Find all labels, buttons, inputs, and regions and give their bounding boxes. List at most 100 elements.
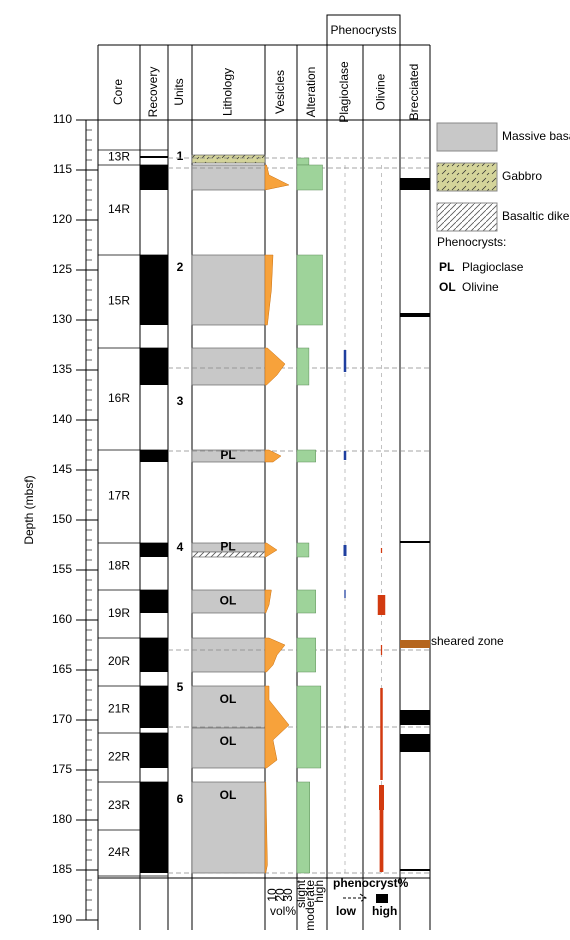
vesicle-profile: [264, 637, 286, 673]
brecciated: [400, 178, 430, 190]
tick-label: 135: [52, 362, 72, 376]
key-unit: vol%: [270, 904, 296, 918]
key-box: [376, 894, 388, 903]
alteration: [296, 542, 310, 558]
lithology-block: [191, 347, 266, 386]
recovery: [140, 830, 168, 873]
recovery: [140, 638, 168, 672]
core-name: 22R: [108, 750, 130, 764]
plagioclase-abundance: [344, 590, 346, 598]
tick-label: 185: [52, 862, 72, 876]
tick-label: 120: [52, 212, 72, 226]
annotation: sheared zone: [431, 634, 504, 648]
tick-label: 190: [52, 912, 72, 926]
alteration: [296, 781, 310, 874]
column-header: Core: [111, 79, 125, 105]
olivine-abundance: [380, 688, 383, 780]
lithology-block: [191, 685, 266, 729]
legend-swatch: [436, 162, 498, 192]
recovery: [140, 543, 168, 557]
lithology-block: [191, 551, 266, 558]
unit-label: 5: [177, 680, 184, 694]
legend-swatch: [436, 122, 498, 152]
unit-label: 2: [177, 260, 184, 274]
group-header: Phenocrysts: [330, 23, 396, 37]
unit-label: 1: [177, 149, 184, 163]
alteration: [296, 449, 316, 463]
key-vesicle-tick: 10: [265, 888, 279, 902]
key-low: low: [336, 904, 357, 918]
core-name: 17R: [108, 489, 130, 503]
lithology-label: PL: [220, 540, 235, 554]
recovery: [140, 782, 168, 830]
key-high: high: [372, 904, 397, 918]
core-name: 24R: [108, 845, 130, 859]
recovery: [140, 255, 168, 325]
legend-label: Gabbro: [502, 169, 542, 183]
core-name: 21R: [108, 702, 130, 716]
lithology-label: PL: [220, 448, 235, 462]
vesicle-profile: [264, 589, 272, 614]
lithology-label: OL: [220, 594, 237, 608]
tick-label: 170: [52, 712, 72, 726]
olivine-abundance: [379, 810, 384, 872]
recovery: [140, 733, 168, 768]
tick-label: 125: [52, 262, 72, 276]
tick-label: 155: [52, 562, 72, 576]
brecciated: [400, 734, 430, 752]
alteration: [296, 589, 316, 614]
brecciated: [400, 541, 430, 543]
olivine-abundance: [379, 785, 384, 810]
plagioclase-abundance: [343, 451, 347, 460]
lithology-block: [191, 727, 266, 769]
unit-label: 3: [177, 394, 184, 408]
core-name: 13R: [108, 150, 130, 164]
vesicle-profile: [264, 254, 274, 326]
tick-label: 175: [52, 762, 72, 776]
key-title: phenocryst%: [333, 876, 409, 890]
core-name: 14R: [108, 202, 130, 216]
column-header: Units: [172, 78, 186, 105]
alteration: [296, 637, 316, 673]
recovery: [140, 590, 168, 613]
olivine-abundance: [380, 645, 383, 655]
tick-label: 180: [52, 812, 72, 826]
recovery: [140, 348, 168, 385]
alteration: [296, 685, 322, 769]
unit-label: 4: [177, 540, 184, 554]
legend-abbr: PL: [439, 260, 454, 274]
legend-label: Basaltic dike?: [502, 209, 570, 223]
vesicle-profile: [264, 347, 286, 386]
vesicle-profile: [264, 449, 282, 463]
column-header: Recovery: [146, 67, 160, 118]
alteration: [296, 164, 323, 191]
lithology-block: [191, 781, 266, 874]
recovery: [140, 165, 168, 190]
vesicle-profile: [264, 164, 290, 191]
key-alteration: slight: [294, 879, 308, 908]
tick-label: 145: [52, 462, 72, 476]
lithology-label: OL: [220, 788, 237, 802]
brecciated: [400, 869, 430, 871]
key-vesicle-tick: 20: [273, 888, 287, 902]
core-name: 15R: [108, 294, 130, 308]
vesicle-profile: [264, 781, 268, 874]
column-header: Vesicles: [273, 70, 287, 114]
column-header: Plagioclase: [337, 61, 351, 123]
core-name: 16R: [108, 391, 130, 405]
key-alteration: high: [312, 880, 326, 903]
tick-label: 160: [52, 612, 72, 626]
tick-label: 115: [53, 162, 72, 176]
column-header: Brecciated: [407, 64, 421, 121]
tick-label: 165: [52, 662, 72, 676]
legend-swatch: [436, 202, 498, 232]
key-arrow: [343, 893, 367, 903]
legend-title: Phenocrysts:: [437, 235, 506, 249]
plagioclase-abundance: [343, 545, 347, 556]
lithology-block: [191, 637, 266, 673]
lithology-label: OL: [220, 692, 237, 706]
brecciated: [400, 313, 430, 317]
column-header: Alteration: [304, 67, 318, 118]
alteration: [296, 347, 310, 386]
